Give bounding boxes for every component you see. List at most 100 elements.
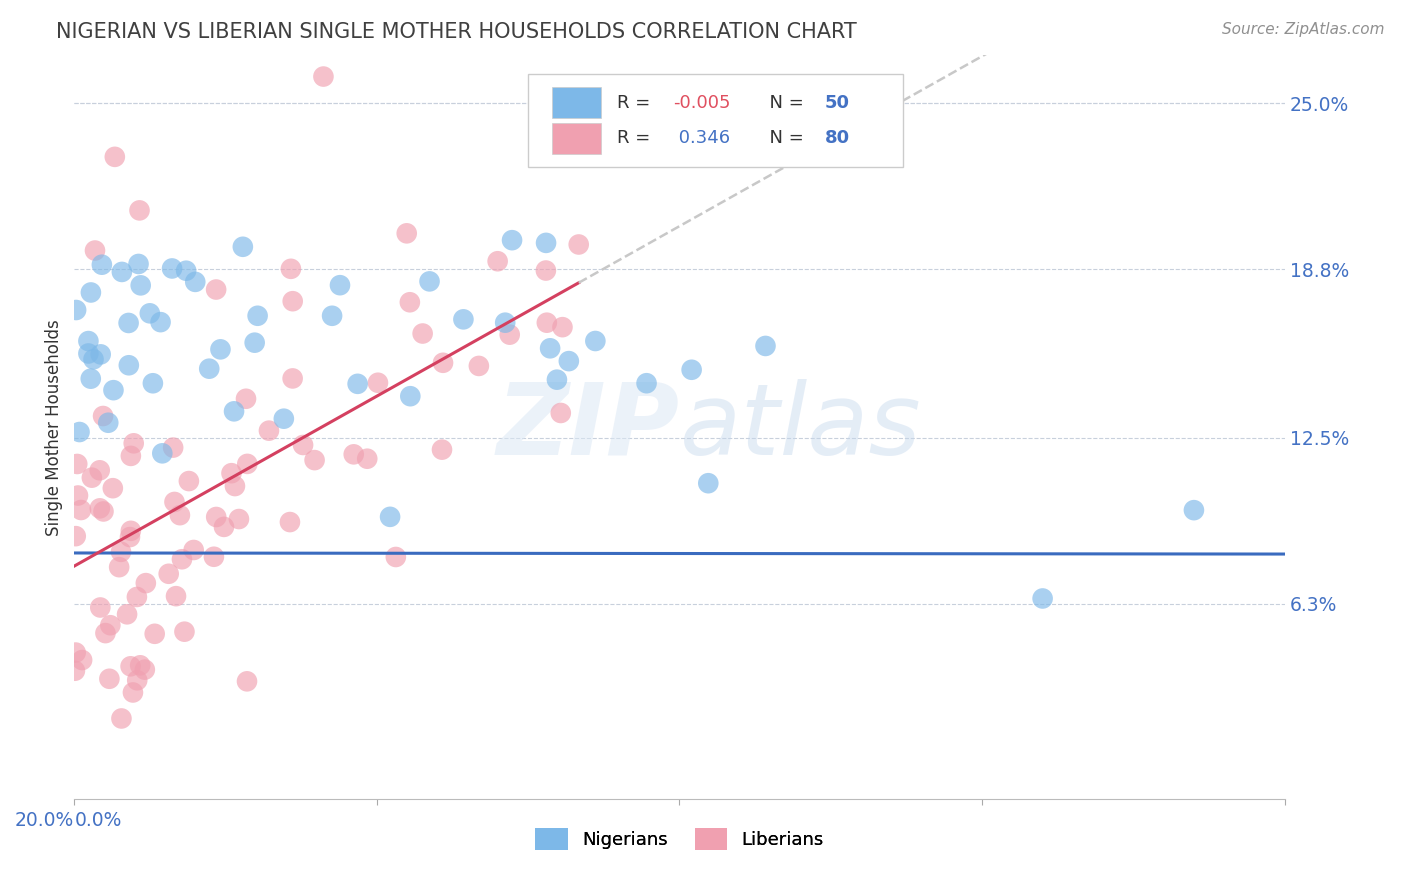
Point bbox=[118, 530, 141, 544]
Point bbox=[65, 303, 87, 318]
Point bbox=[104, 150, 127, 164]
Point bbox=[101, 481, 124, 495]
Point bbox=[89, 501, 111, 516]
Point bbox=[142, 376, 165, 391]
Point bbox=[149, 315, 172, 329]
Point bbox=[108, 560, 131, 574]
Point bbox=[385, 549, 408, 564]
Point bbox=[65, 646, 87, 660]
Point bbox=[222, 404, 245, 418]
Point bbox=[321, 309, 343, 323]
Point bbox=[69, 425, 91, 439]
FancyBboxPatch shape bbox=[553, 123, 600, 154]
Y-axis label: Single Mother Households: Single Mother Households bbox=[45, 318, 63, 535]
Point bbox=[453, 312, 475, 326]
Point bbox=[66, 489, 89, 503]
Point bbox=[212, 520, 235, 534]
Point bbox=[162, 441, 184, 455]
Point bbox=[280, 261, 302, 276]
Point bbox=[499, 327, 522, 342]
Point bbox=[120, 659, 142, 673]
Point bbox=[292, 438, 315, 452]
Point bbox=[160, 261, 183, 276]
Point bbox=[550, 406, 572, 420]
Point bbox=[304, 453, 326, 467]
Point bbox=[65, 529, 87, 543]
Point bbox=[170, 552, 193, 566]
Point bbox=[558, 354, 581, 368]
Point bbox=[103, 383, 125, 397]
Point bbox=[551, 320, 574, 334]
Point bbox=[80, 285, 103, 300]
Point bbox=[399, 295, 422, 310]
Text: 0.0%: 0.0% bbox=[75, 812, 122, 830]
Point bbox=[273, 411, 295, 425]
Point bbox=[128, 257, 150, 271]
Point bbox=[83, 352, 105, 367]
Point bbox=[70, 653, 93, 667]
Point bbox=[205, 510, 228, 524]
Point bbox=[399, 389, 422, 403]
Point bbox=[346, 376, 368, 391]
Point bbox=[583, 334, 606, 348]
Point bbox=[125, 590, 148, 604]
Point bbox=[98, 618, 121, 632]
Point bbox=[127, 673, 149, 688]
Point bbox=[236, 457, 259, 471]
Point bbox=[129, 658, 152, 673]
Point bbox=[80, 470, 103, 484]
Point bbox=[228, 512, 250, 526]
Point bbox=[117, 316, 139, 330]
Point bbox=[278, 515, 301, 529]
Text: ZIP: ZIP bbox=[496, 379, 679, 475]
Text: N =: N = bbox=[758, 94, 810, 112]
Point bbox=[150, 446, 173, 460]
Point bbox=[77, 334, 100, 348]
Point bbox=[209, 343, 232, 357]
Point bbox=[681, 363, 703, 377]
Point bbox=[235, 392, 257, 406]
Point bbox=[494, 316, 516, 330]
Text: atlas: atlas bbox=[679, 379, 921, 475]
Point bbox=[93, 504, 115, 518]
Point bbox=[89, 463, 111, 477]
Legend: Nigerians, Liberians: Nigerians, Liberians bbox=[527, 821, 831, 857]
Point bbox=[243, 335, 266, 350]
Point bbox=[90, 258, 112, 272]
Point bbox=[568, 237, 591, 252]
Point bbox=[538, 341, 561, 355]
Point bbox=[205, 283, 228, 297]
Text: 80: 80 bbox=[825, 129, 849, 147]
Point bbox=[94, 626, 117, 640]
Text: R =: R = bbox=[617, 129, 655, 147]
Point bbox=[163, 495, 186, 509]
Point bbox=[129, 278, 152, 293]
Point bbox=[110, 711, 132, 725]
FancyBboxPatch shape bbox=[553, 87, 600, 119]
Point bbox=[122, 436, 145, 450]
Point bbox=[236, 674, 259, 689]
Point bbox=[134, 663, 156, 677]
Point bbox=[98, 672, 121, 686]
Text: NIGERIAN VS LIBERIAN SINGLE MOTHER HOUSEHOLDS CORRELATION CHART: NIGERIAN VS LIBERIAN SINGLE MOTHER HOUSE… bbox=[56, 22, 858, 42]
Point bbox=[70, 503, 93, 517]
Point bbox=[183, 543, 205, 558]
Point bbox=[246, 309, 269, 323]
Text: 50: 50 bbox=[825, 94, 849, 112]
Point bbox=[1032, 591, 1054, 606]
Point bbox=[536, 316, 558, 330]
Point bbox=[80, 372, 103, 386]
Point bbox=[378, 509, 401, 524]
Point bbox=[157, 566, 180, 581]
Point bbox=[90, 347, 112, 361]
Point bbox=[257, 424, 280, 438]
Point bbox=[184, 275, 207, 289]
Point bbox=[111, 265, 134, 279]
Point bbox=[77, 346, 100, 360]
Point bbox=[534, 263, 557, 277]
Point bbox=[174, 263, 197, 277]
Point bbox=[468, 359, 491, 373]
Point bbox=[232, 240, 254, 254]
Point bbox=[356, 451, 378, 466]
Point bbox=[546, 373, 568, 387]
